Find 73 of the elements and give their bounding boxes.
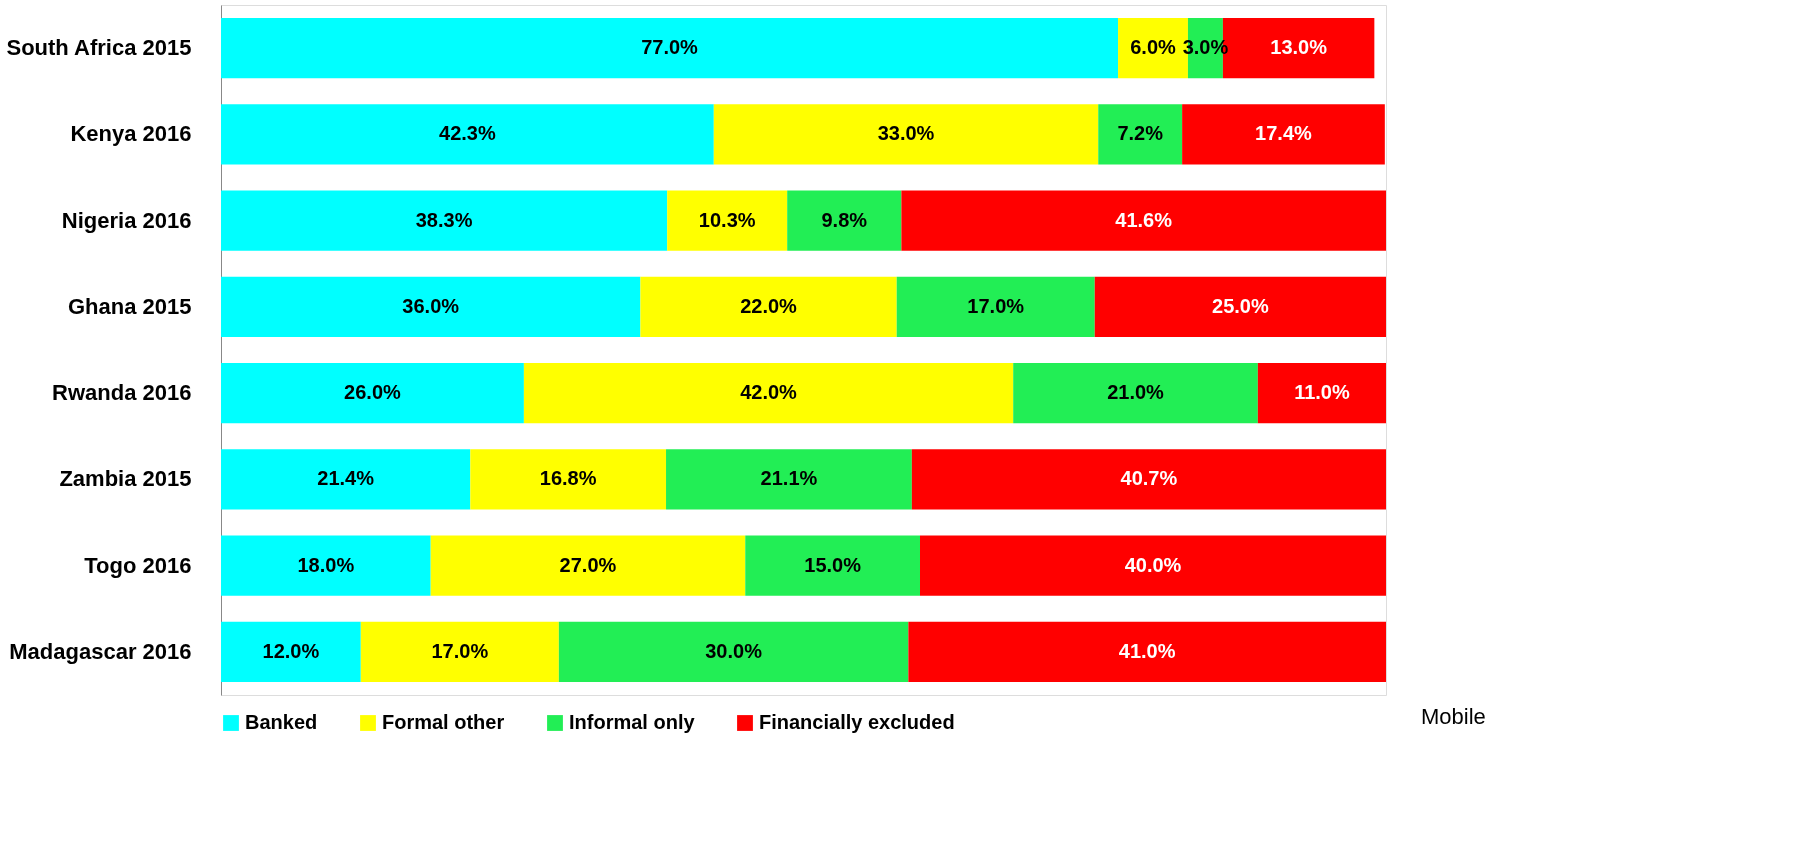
data-label: 13.0% — [1270, 36, 1328, 59]
data-label: 25.0% — [1212, 294, 1269, 317]
y-tick-label: South Africa 2015 — [6, 35, 192, 61]
data-label: 15.0% — [804, 553, 862, 576]
bar — [221, 104, 714, 165]
data-label: 6.0% — [1130, 36, 1177, 59]
data-label: 41.0% — [1118, 639, 1176, 662]
bar — [1094, 276, 1386, 338]
data-label: 10.3% — [698, 208, 756, 231]
data-label: 40.7% — [1120, 467, 1178, 490]
bar — [221, 362, 524, 424]
bar — [666, 449, 912, 510]
bar — [523, 362, 1014, 424]
bar — [470, 449, 667, 510]
bar — [640, 276, 897, 338]
data-label: 17.4% — [1255, 122, 1313, 145]
bar — [901, 190, 1386, 251]
data-label: 33.0% — [877, 122, 935, 145]
bar — [745, 535, 920, 596]
data-label: 21.4% — [317, 467, 375, 490]
y-tick-label: Zambia 2015 — [59, 466, 192, 492]
data-label: 12.0% — [262, 639, 320, 662]
bar — [908, 621, 1386, 683]
data-label: 21.1% — [760, 467, 818, 490]
bar — [1257, 362, 1386, 424]
data-label: 7.2% — [1117, 122, 1164, 145]
bar — [221, 17, 1119, 79]
data-label: 40.0% — [1124, 553, 1182, 576]
bar — [221, 535, 431, 596]
legend-label: Banked — [245, 711, 318, 733]
legend-label: Formal other — [382, 711, 505, 733]
bar — [667, 190, 788, 251]
bar — [1098, 104, 1183, 165]
bar — [221, 276, 641, 338]
y-tick-label: Ghana 2015 — [67, 293, 192, 319]
y-tick-label: Togo 2016 — [84, 552, 192, 578]
y-tick-label: Rwanda 2016 — [52, 380, 192, 406]
data-label: 11.0% — [1294, 381, 1350, 404]
bar — [1013, 362, 1258, 424]
bar — [920, 535, 1386, 596]
bar — [713, 104, 1099, 165]
data-label: 42.3% — [439, 122, 496, 145]
data-label: 77.0% — [641, 36, 699, 59]
bar — [1182, 104, 1385, 165]
data-label: 9.8% — [821, 208, 868, 231]
data-label: 30.0% — [705, 639, 763, 662]
data-label: 17.0% — [967, 294, 1025, 317]
legend-label: Financially excluded — [759, 711, 955, 733]
bar — [896, 276, 1095, 338]
bar — [787, 190, 902, 251]
bar — [558, 621, 909, 683]
data-label: 36.0% — [402, 294, 460, 317]
data-label: 17.0% — [431, 639, 489, 662]
data-label: 21.0% — [1107, 381, 1165, 404]
data-label: 18.0% — [297, 553, 355, 576]
data-label: 38.3% — [415, 208, 473, 231]
bar — [221, 190, 668, 251]
bar — [430, 535, 746, 596]
data-label: 16.8% — [539, 467, 597, 490]
y-tick-label: Kenya 2016 — [70, 121, 192, 147]
bar — [911, 449, 1386, 510]
bar — [360, 621, 559, 683]
data-label: 42.0% — [740, 381, 798, 404]
data-label: 41.6% — [1115, 208, 1173, 231]
data-label: 26.0% — [344, 381, 402, 404]
legend-label: Informal only — [569, 711, 696, 733]
bar — [221, 621, 361, 683]
data-label: 22.0% — [740, 294, 798, 317]
bar — [221, 449, 471, 510]
y-tick-label: Madagascar 2016 — [9, 638, 192, 664]
y-tick-label: Nigeria 2016 — [61, 207, 192, 233]
text: Mobile — [1421, 704, 1486, 729]
data-label: 27.0% — [559, 553, 617, 576]
